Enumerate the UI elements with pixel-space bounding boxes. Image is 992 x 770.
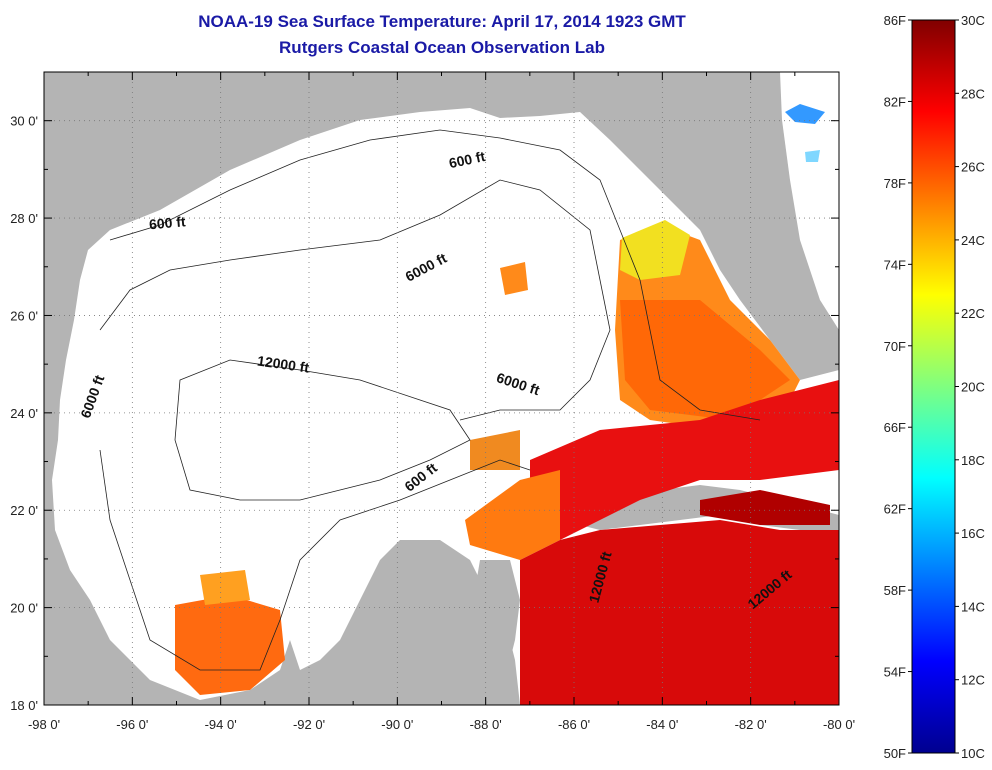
colorbar-f-label: 66F <box>884 420 906 435</box>
lat-tick-label: 30 0' <box>10 114 38 129</box>
colorbar-f-label: 78F <box>884 176 906 191</box>
colorbar <box>911 19 956 754</box>
colorbar-c-label: 20C <box>961 380 985 395</box>
graticule <box>44 72 839 705</box>
colorbar-c-label: 12C <box>961 673 985 688</box>
map-subtitle: Rutgers Coastal Ocean Observation Lab <box>279 38 605 57</box>
colorbar-c-label: 30C <box>961 13 985 28</box>
contour-label: 12000 ft <box>256 353 310 376</box>
colorbar-c-label: 14C <box>961 599 985 614</box>
colorbar-f-label: 58F <box>884 583 906 598</box>
contour-label: 600 ft <box>148 213 186 232</box>
contour-label: 600 ft <box>447 148 486 171</box>
lon-tick-label: -92 0' <box>293 717 325 732</box>
lat-tick-label: 20 0' <box>10 601 38 616</box>
colorbar-f-label: 50F <box>884 746 906 761</box>
lat-tick-label: 18 0' <box>10 698 38 713</box>
lon-tick-label: -84 0' <box>646 717 678 732</box>
colorbar-c-label: 18C <box>961 453 985 468</box>
lon-tick-label: -88 0' <box>470 717 502 732</box>
lat-tick-label: 24 0' <box>10 406 38 421</box>
colorbar-celsius-labels: 30C 28C 26C 24C 22C 20C 18C 16C 14C 12C 10C <box>961 13 985 761</box>
lon-tick-label: -96 0' <box>116 717 148 732</box>
lon-tick-label: -86 0' <box>558 717 590 732</box>
yucatan-land <box>460 560 520 705</box>
lon-tick-label: -80 0' <box>823 717 855 732</box>
lat-tick-label: 22 0' <box>10 503 38 518</box>
colorbar-c-label: 28C <box>961 86 985 101</box>
colorbar-c-label: 24C <box>961 233 985 248</box>
colorbar-c-label: 16C <box>961 526 985 541</box>
colorbar-f-label: 70F <box>884 339 906 354</box>
lon-tick-label: -82 0' <box>735 717 767 732</box>
colorbar-c-label: 26C <box>961 160 985 175</box>
lat-tick-label: 26 0' <box>10 308 38 323</box>
colorbar-f-label: 86F <box>884 13 906 28</box>
colorbar-f-label: 54F <box>884 665 906 680</box>
colorbar-c-label: 22C <box>961 306 985 321</box>
lon-tick-label: -90 0' <box>381 717 413 732</box>
colorbar-fahrenheit-labels: 86F 82F 78F 74F 70F 66F 62F 58F 54F 50F <box>884 13 906 761</box>
colorbar-f-label: 82F <box>884 94 906 109</box>
lon-tick-label: -94 0' <box>205 717 237 732</box>
latitude-labels: 30 0' 28 0' 26 0' 24 0' 22 0' 20 0' 18 0' <box>10 114 38 713</box>
lat-tick-label: 28 0' <box>10 211 38 226</box>
bathymetry-contours <box>99 129 761 671</box>
colorbar-f-label: 74F <box>884 257 906 272</box>
colorbar-f-label: 62F <box>884 502 906 517</box>
map-title: NOAA-19 Sea Surface Temperature: April 1… <box>198 12 686 31</box>
lon-tick-label: -98 0' <box>28 717 60 732</box>
colorbar-ticks <box>908 19 959 754</box>
axis-ticks <box>43 71 840 706</box>
colorbar-c-label: 10C <box>961 746 985 761</box>
longitude-labels: -98 0' -96 0' -94 0' -92 0' -90 0' -88 0' -86 … <box>28 717 855 732</box>
